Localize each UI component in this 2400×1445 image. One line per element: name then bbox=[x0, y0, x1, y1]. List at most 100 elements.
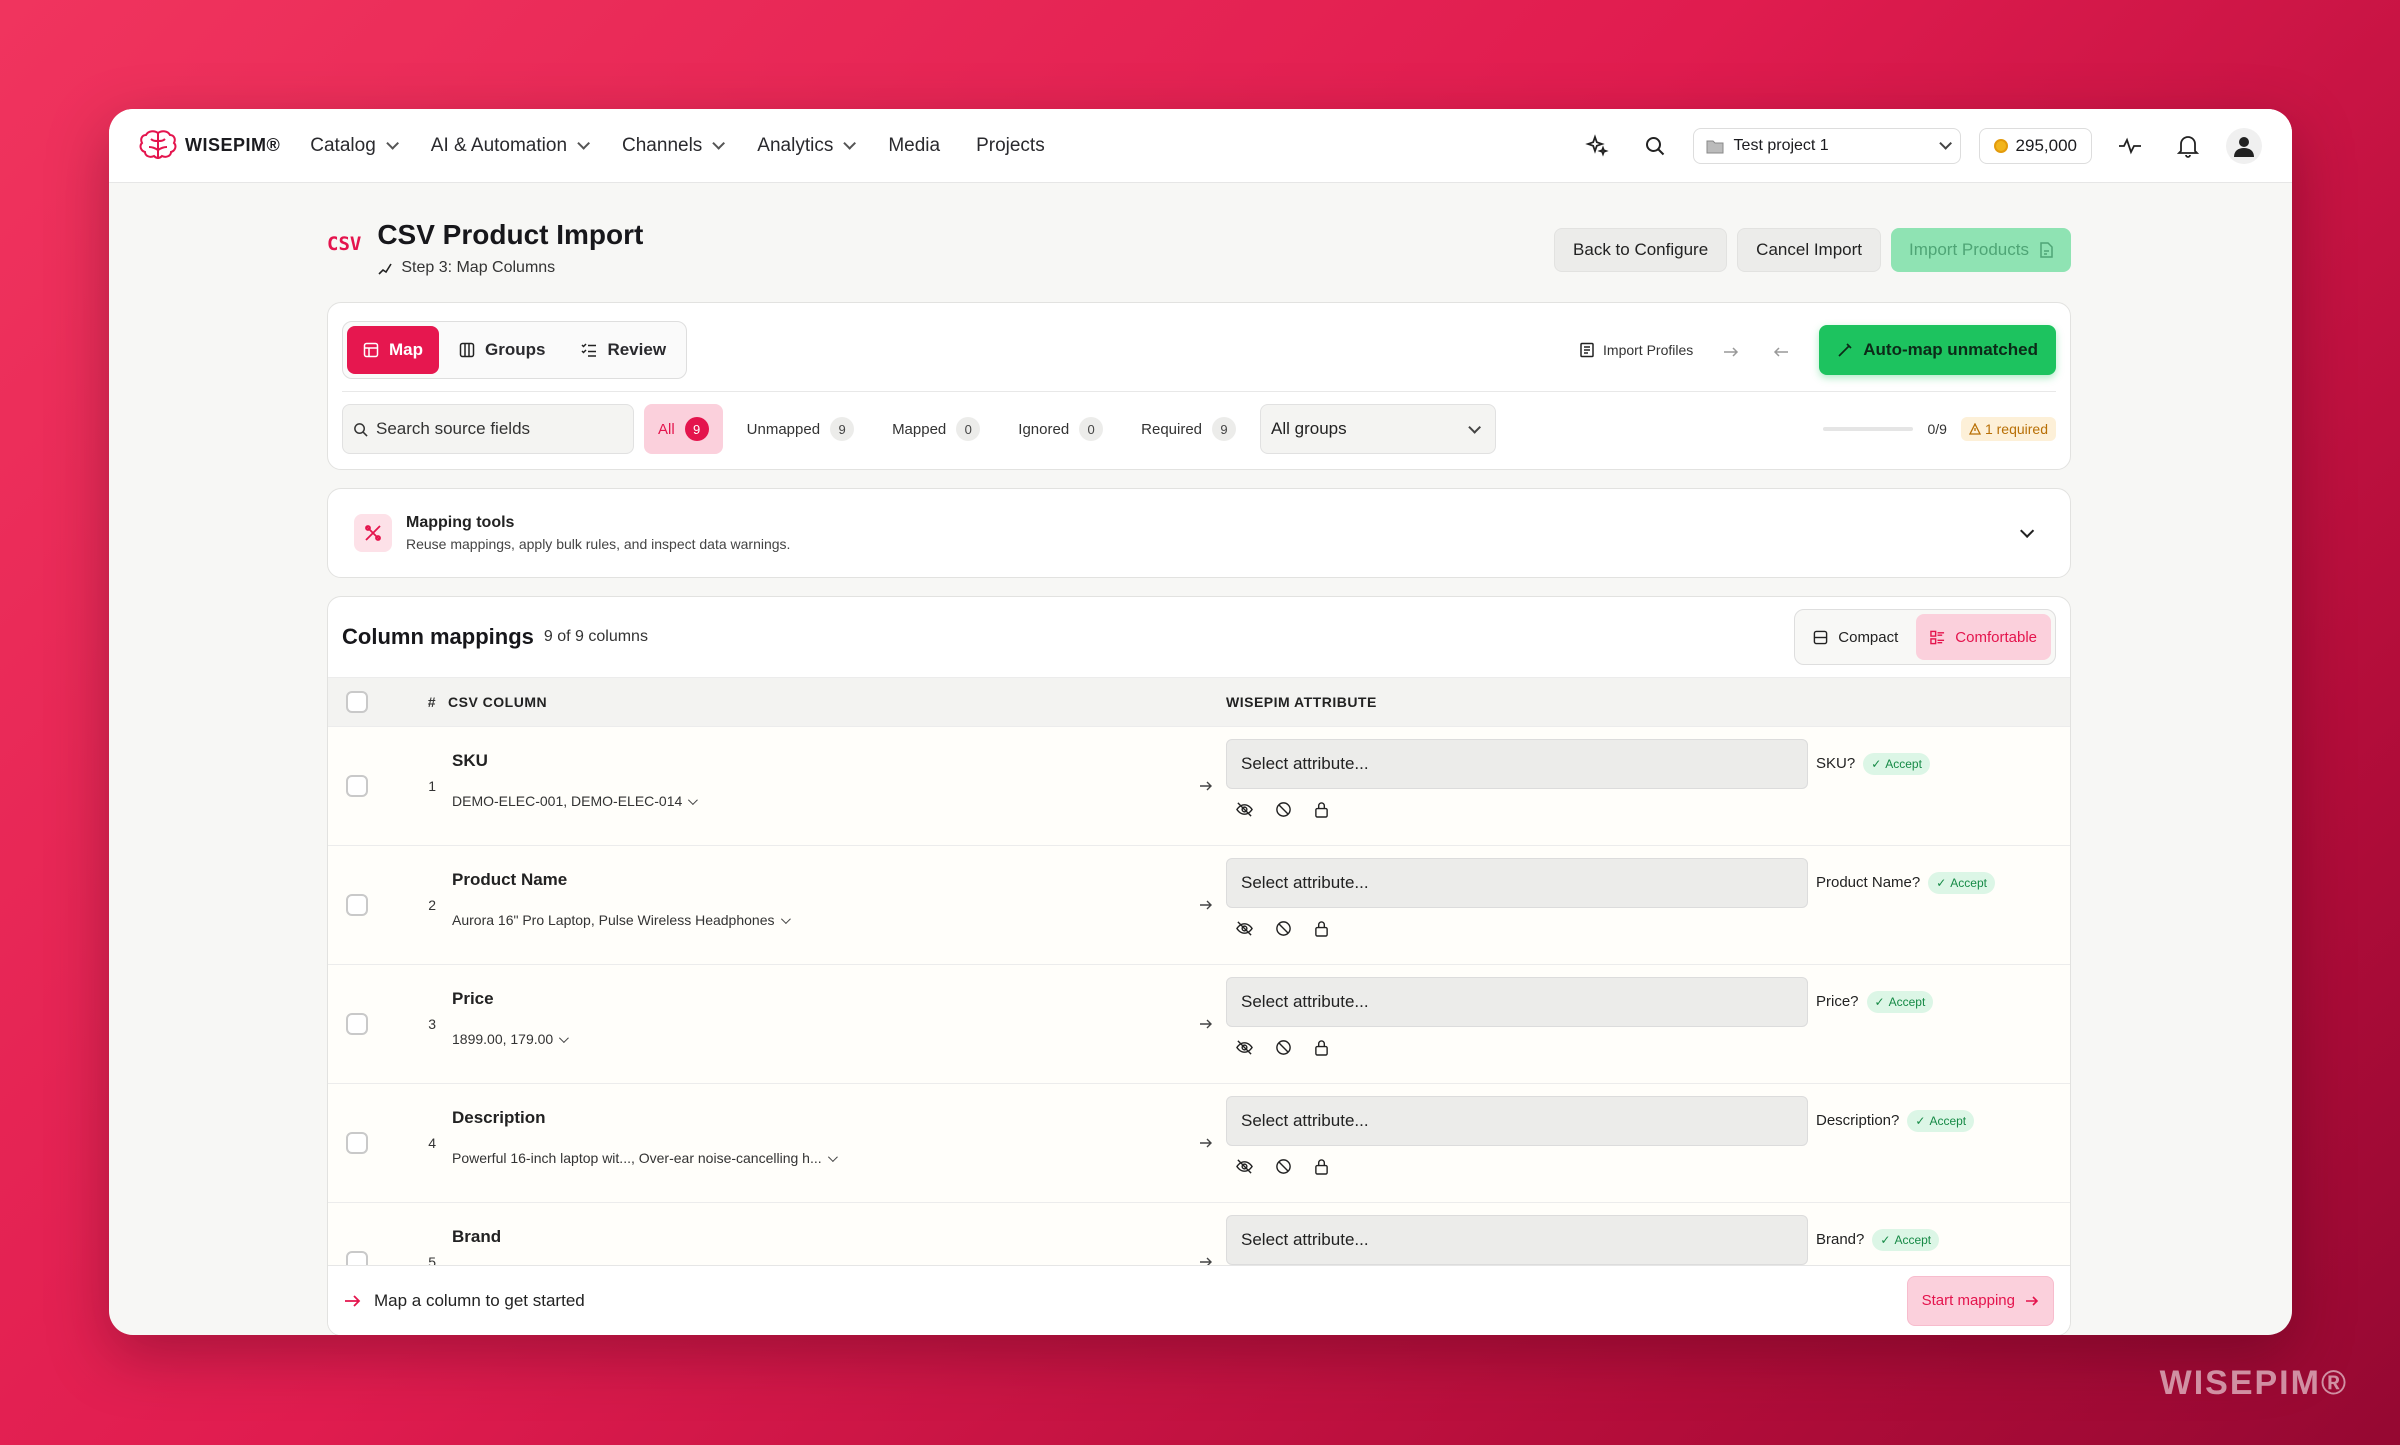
ai-sparkle-button[interactable] bbox=[1577, 126, 1617, 166]
filter-required[interactable]: Required 9 bbox=[1127, 404, 1250, 454]
table-row: 3 Price 1899.00, 179.00 Select attribute… bbox=[328, 965, 2070, 1084]
cancel-import-button[interactable]: Cancel Import bbox=[1737, 228, 1881, 272]
search-icon bbox=[1645, 136, 1664, 155]
grid-icon bbox=[363, 342, 379, 358]
mappings-title: Column mappings bbox=[342, 624, 534, 649]
tab-groups[interactable]: Groups bbox=[443, 326, 561, 374]
back-to-configure-button[interactable]: Back to Configure bbox=[1554, 228, 1728, 272]
ignore-icon[interactable] bbox=[1275, 801, 1292, 818]
lock-icon[interactable] bbox=[1314, 1039, 1329, 1056]
accept-button[interactable]: ✓ Accept bbox=[1928, 872, 1995, 894]
csv-sample-values[interactable]: Aurora 16" Pro Laptop, Pulse Wireless He… bbox=[452, 912, 1196, 928]
group-select[interactable]: All groups bbox=[1260, 404, 1497, 454]
accept-label: Accept bbox=[1950, 876, 1987, 890]
nav-channels-label: Channels bbox=[622, 134, 703, 156]
filter-mapped[interactable]: Mapped 0 bbox=[878, 404, 994, 454]
credits-badge[interactable]: 295,000 bbox=[1978, 127, 2092, 164]
tools-icon bbox=[354, 514, 392, 552]
filter-all[interactable]: All 9 bbox=[644, 404, 723, 454]
eye-off-icon[interactable] bbox=[1236, 801, 1253, 818]
lock-icon[interactable] bbox=[1314, 801, 1329, 818]
accept-button[interactable]: ✓ Accept bbox=[1907, 1110, 1975, 1132]
auto-map-button[interactable]: Auto-map unmatched bbox=[1819, 325, 2056, 375]
row-checkbox[interactable] bbox=[346, 1013, 368, 1035]
group-select-value: All groups bbox=[1271, 419, 1347, 438]
eye-off-icon[interactable] bbox=[1236, 1039, 1253, 1056]
accept-button[interactable]: ✓ Accept bbox=[1863, 753, 1930, 775]
csv-icon: CSV bbox=[327, 233, 362, 255]
footer-hint: Map a column to get started bbox=[374, 1290, 585, 1310]
eye-off-icon[interactable] bbox=[1236, 920, 1253, 937]
project-select[interactable]: Test project 1 bbox=[1692, 127, 1961, 164]
select-all-checkbox[interactable] bbox=[346, 691, 368, 713]
header-num: # bbox=[427, 694, 436, 710]
tab-review[interactable]: Review bbox=[565, 326, 682, 374]
start-mapping-button[interactable]: Start mapping bbox=[1906, 1275, 2054, 1326]
mapping-toolbar: Map Groups Review Import Profiles bbox=[327, 302, 2071, 470]
search-input[interactable]: Search source fields bbox=[342, 404, 634, 454]
comfortable-button[interactable]: Comfortable bbox=[1916, 614, 2051, 660]
accept-button[interactable]: ✓ Accept bbox=[1872, 1229, 1940, 1251]
nav-channels[interactable]: Channels bbox=[622, 134, 726, 157]
nav-projects[interactable]: Projects bbox=[976, 135, 1045, 157]
chevron-down-icon bbox=[843, 137, 857, 150]
avatar[interactable] bbox=[2226, 127, 2262, 164]
attribute-placeholder: Select attribute... bbox=[1241, 1230, 1369, 1249]
search-button[interactable] bbox=[1635, 126, 1675, 166]
csv-sample-values[interactable]: Powerful 16-inch laptop wit..., Over-ear… bbox=[452, 1150, 1196, 1166]
attribute-select[interactable]: Select attribute... bbox=[1226, 739, 1808, 789]
activity-button[interactable] bbox=[2110, 126, 2150, 166]
accept-button[interactable]: ✓ Accept bbox=[1866, 991, 1934, 1013]
attribute-select[interactable]: Select attribute... bbox=[1226, 1215, 1808, 1265]
redo-icon[interactable] bbox=[1723, 343, 1741, 357]
nav-media[interactable]: Media bbox=[888, 135, 940, 157]
lock-icon[interactable] bbox=[1314, 920, 1329, 937]
lock-icon[interactable] bbox=[1314, 1158, 1329, 1175]
filter-ignored[interactable]: Ignored 0 bbox=[1004, 404, 1117, 454]
eye-off-icon[interactable] bbox=[1236, 1158, 1253, 1175]
nav-analytics[interactable]: Analytics bbox=[757, 135, 857, 157]
ignore-icon[interactable] bbox=[1275, 1039, 1292, 1056]
nav-ai-automation[interactable]: AI & Automation bbox=[430, 134, 591, 157]
mapping-tools-panel[interactable]: Mapping tools Reuse mappings, apply bulk… bbox=[327, 488, 2071, 578]
csv-sample-values[interactable]: 1899.00, 179.00 bbox=[452, 1031, 1196, 1047]
attribute-placeholder: Select attribute... bbox=[1241, 754, 1369, 773]
nav-catalog[interactable]: Catalog bbox=[310, 135, 399, 157]
attribute-select[interactable]: Select attribute... bbox=[1226, 1096, 1808, 1146]
tab-map[interactable]: Map bbox=[347, 326, 439, 374]
attribute-select[interactable]: Select attribute... bbox=[1226, 977, 1808, 1027]
csv-sample-values[interactable]: DEMO-ELEC-001, DEMO-ELEC-014 bbox=[452, 793, 1196, 809]
row-checkbox[interactable] bbox=[346, 775, 368, 797]
filter-mapped-count: 0 bbox=[956, 417, 981, 441]
toolbar-divider bbox=[342, 391, 2056, 392]
search-placeholder: Search source fields bbox=[376, 419, 531, 438]
arrow-right-icon bbox=[1200, 1138, 1212, 1148]
row-checkbox[interactable] bbox=[346, 894, 368, 916]
credits-value: 295,000 bbox=[2015, 135, 2077, 155]
import-profiles-button[interactable]: Import Profiles bbox=[1579, 342, 1693, 358]
brand-watermark: WISEPIM® bbox=[2159, 1364, 2348, 1402]
ignore-icon[interactable] bbox=[1275, 1158, 1292, 1175]
undo-icon[interactable] bbox=[1771, 343, 1789, 357]
progress-bar bbox=[1823, 427, 1914, 431]
chevron-down-icon bbox=[780, 913, 791, 924]
brand-logo[interactable]: WISEPIM® bbox=[139, 129, 280, 163]
notifications-button[interactable] bbox=[2168, 126, 2208, 166]
arrow-right-icon bbox=[1200, 1257, 1212, 1267]
nav-ai-label: AI & Automation bbox=[430, 134, 568, 156]
tools-title: Mapping tools bbox=[406, 514, 515, 531]
step-label: Step 3: Map Columns bbox=[401, 259, 556, 276]
filter-unmapped[interactable]: Unmapped 9 bbox=[733, 404, 868, 454]
suggestion-text: Description? bbox=[1816, 1112, 1900, 1129]
ignore-icon[interactable] bbox=[1275, 920, 1292, 937]
import-products-button[interactable]: Import Products bbox=[1891, 228, 2071, 272]
chevron-down-icon[interactable] bbox=[2020, 523, 2035, 538]
csv-column-name: Product Name bbox=[452, 870, 568, 889]
suggestion-text: SKU? bbox=[1816, 755, 1856, 772]
sample-text: Aurora 16" Pro Laptop, Pulse Wireless He… bbox=[452, 912, 775, 928]
attribute-select[interactable]: Select attribute... bbox=[1226, 858, 1808, 908]
compact-button[interactable]: Compact bbox=[1799, 614, 1912, 660]
row-checkbox[interactable] bbox=[346, 1132, 368, 1154]
suggestion-text: Product Name? bbox=[1816, 874, 1921, 891]
suggestion-text: Brand? bbox=[1816, 1231, 1865, 1248]
